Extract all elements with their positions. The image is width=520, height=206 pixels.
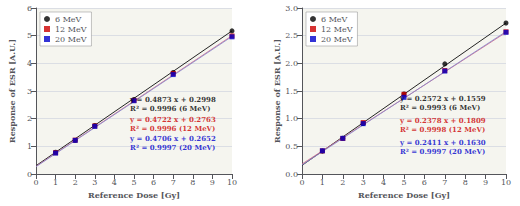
- svg-text:Reference Dose [Gy]: Reference Dose [Gy]: [88, 190, 180, 200]
- svg-text:y = 0.2378 x + 0.1809: y = 0.2378 x + 0.1809: [399, 116, 486, 125]
- svg-text:20 MeV: 20 MeV: [55, 35, 87, 44]
- svg-text:y = 0.4706 x + 0.2652: y = 0.4706 x + 0.2652: [129, 134, 216, 143]
- svg-text:3.0: 3.0: [285, 4, 298, 13]
- svg-text:1: 1: [320, 178, 325, 187]
- svg-text:6 MeV: 6 MeV: [321, 15, 348, 24]
- svg-text:Response of ESR [A.U.]: Response of ESR [A.U.]: [7, 39, 17, 143]
- svg-text:y = 0.4873 x + 0.2998: y = 0.4873 x + 0.2998: [129, 95, 216, 104]
- svg-text:7: 7: [171, 178, 176, 187]
- svg-text:5: 5: [401, 178, 406, 187]
- svg-text:y = 0.2572 x + 0.1559: y = 0.2572 x + 0.1559: [399, 94, 486, 103]
- svg-text:1.5: 1.5: [285, 87, 298, 96]
- svg-text:10: 10: [501, 178, 511, 187]
- svg-text:6: 6: [151, 178, 156, 187]
- svg-text:R² = 0.9998 (12 MeV): R² = 0.9998 (12 MeV): [400, 125, 485, 134]
- svg-text:0.5: 0.5: [285, 142, 298, 151]
- svg-text:0: 0: [299, 178, 304, 187]
- svg-text:2: 2: [340, 178, 345, 187]
- svg-text:y = 0.4722 x + 0.2763: y = 0.4722 x + 0.2763: [129, 115, 216, 124]
- svg-text:6: 6: [27, 4, 32, 13]
- svg-text:20 MeV: 20 MeV: [321, 35, 353, 44]
- svg-text:0: 0: [27, 170, 32, 179]
- svg-text:8: 8: [463, 178, 468, 187]
- svg-text:0.0: 0.0: [285, 170, 298, 179]
- svg-text:Response of ESR [A.U.]: Response of ESR [A.U.]: [272, 39, 282, 143]
- svg-text:4: 4: [381, 178, 386, 187]
- svg-text:R² = 0.9996 (6 MeV): R² = 0.9996 (6 MeV): [130, 104, 210, 113]
- svg-text:2: 2: [27, 114, 32, 123]
- svg-text:3: 3: [27, 87, 32, 96]
- svg-text:1: 1: [53, 178, 58, 187]
- svg-text:3: 3: [92, 178, 97, 187]
- svg-text:4: 4: [112, 178, 117, 187]
- svg-text:6: 6: [422, 178, 427, 187]
- svg-text:Reference Dose [Gy]: Reference Dose [Gy]: [358, 190, 450, 200]
- svg-text:3: 3: [361, 178, 366, 187]
- svg-text:2.5: 2.5: [285, 31, 298, 40]
- svg-text:12 MeV: 12 MeV: [55, 25, 87, 34]
- svg-text:9: 9: [210, 178, 215, 187]
- svg-text:1: 1: [27, 142, 32, 151]
- svg-text:6 MeV: 6 MeV: [55, 15, 82, 24]
- svg-text:0: 0: [33, 178, 38, 187]
- svg-text:9: 9: [483, 178, 488, 187]
- svg-text:10: 10: [227, 178, 237, 187]
- svg-text:R² = 0.9997 (20 MeV): R² = 0.9997 (20 MeV): [400, 147, 485, 156]
- svg-text:4: 4: [27, 59, 32, 68]
- svg-text:2: 2: [73, 178, 78, 187]
- svg-text:R² = 0.9996 (12 MeV): R² = 0.9996 (12 MeV): [130, 124, 215, 133]
- svg-text:y = 0.2411 x + 0.1630: y = 0.2411 x + 0.1630: [399, 138, 486, 147]
- svg-text:8: 8: [190, 178, 195, 187]
- svg-text:12 MeV: 12 MeV: [321, 25, 353, 34]
- svg-text:5: 5: [27, 31, 32, 40]
- svg-text:5: 5: [131, 178, 136, 187]
- svg-text:R² = 0.9993 (6 MeV): R² = 0.9993 (6 MeV): [400, 103, 480, 112]
- svg-text:1.0: 1.0: [285, 114, 298, 123]
- svg-text:2.0: 2.0: [285, 59, 298, 68]
- svg-text:R² = 0.9997 (20 MeV): R² = 0.9997 (20 MeV): [130, 143, 215, 152]
- svg-text:7: 7: [442, 178, 447, 187]
